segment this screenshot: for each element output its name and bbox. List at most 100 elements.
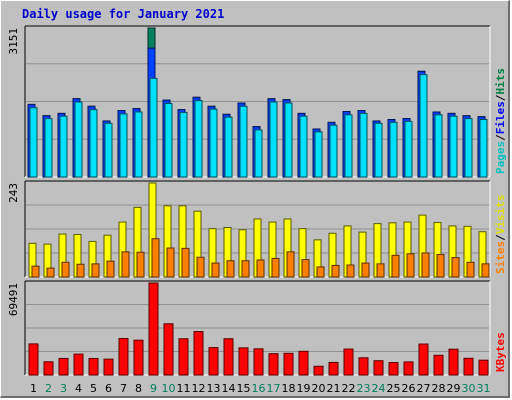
x-tick-label-day-18: 18 [282, 382, 296, 395]
x-tick-label-day-25: 25 [387, 382, 401, 395]
legend-visits: Visits [494, 195, 507, 235]
bar-sites-day-11 [181, 247, 190, 278]
bar-sites-day-30 [466, 261, 475, 278]
bar-pages-day-17 [269, 101, 278, 178]
bar-kbytes-day-19 [298, 350, 309, 376]
bar-pages-day-19 [299, 115, 308, 178]
bar-kbytes-day-27 [418, 343, 429, 376]
x-tick-label-day-5: 5 [90, 382, 97, 395]
x-tick-label-day-3: 3 [60, 382, 67, 395]
bar-kbytes-day-1 [28, 343, 39, 376]
x-tick-label-day-26: 26 [402, 382, 416, 395]
bar-kbytes-day-26 [403, 361, 414, 376]
bar-kbytes-day-2 [43, 361, 54, 376]
bar-sites-day-2 [46, 267, 55, 278]
x-tick-label-day-8: 8 [135, 382, 142, 395]
chart-title: Daily usage for January 2021 [22, 7, 225, 21]
bar-kbytes-day-29 [448, 348, 459, 376]
x-tick-label-day-27: 27 [417, 382, 431, 395]
legend-sites: Sites [494, 241, 507, 274]
bar-pages-day-4 [74, 101, 83, 178]
legend-kbytes: KBytes [494, 332, 507, 372]
bar-kbytes-day-13 [208, 347, 219, 376]
bar-pages-day-24 [374, 122, 383, 178]
bar-pages-day-25 [389, 121, 398, 178]
bar-pages-day-26 [404, 120, 413, 178]
bar-pages-day-5 [89, 109, 98, 178]
legend-pages: Pages [494, 141, 507, 174]
x-tick-label-day-4: 4 [75, 382, 82, 395]
bar-sites-day-5 [91, 263, 100, 278]
bar-kbytes-day-17 [268, 353, 279, 376]
bar-kbytes-day-6 [103, 358, 114, 376]
bar-sites-day-9 [151, 238, 160, 278]
legend-hits: Hits [494, 68, 507, 95]
bar-kbytes-day-20 [313, 365, 324, 376]
bar-sites-day-14 [226, 260, 235, 278]
bar-sites-day-16 [256, 259, 265, 278]
bar-pages-day-12 [194, 100, 203, 178]
bar-sites-day-18 [286, 251, 295, 278]
bar-pages-day-13 [209, 108, 218, 178]
x-tick-label-day-9: 9 [150, 382, 157, 395]
bar-kbytes-day-21 [328, 361, 339, 376]
bar-sites-day-7 [121, 251, 130, 278]
bar-sites-day-13 [211, 262, 220, 278]
bar-pages-day-18 [284, 102, 293, 178]
x-tick-label-day-23: 23 [357, 382, 371, 395]
bar-pages-day-7 [119, 113, 128, 178]
panel-hits-legend: Pages/Files/Hits [494, 68, 507, 174]
x-tick-label-day-28: 28 [432, 382, 446, 395]
legend-separator: / [494, 234, 507, 241]
bar-sites-day-20 [316, 266, 325, 278]
bar-kbytes-day-8 [133, 339, 144, 376]
bar-kbytes-day-7 [118, 337, 129, 376]
bar-pages-day-27 [419, 74, 428, 178]
x-tick-label-day-13: 13 [207, 382, 221, 395]
bar-pages-day-22 [344, 114, 353, 178]
legend-separator: / [494, 134, 507, 141]
bar-kbytes-day-9 [148, 282, 159, 376]
bar-pages-day-11 [179, 111, 188, 178]
bar-pages-day-23 [359, 112, 368, 178]
bar-kbytes-day-24 [373, 360, 384, 376]
bar-pages-day-16 [254, 129, 263, 178]
x-tick-label-day-19: 19 [297, 382, 311, 395]
bar-pages-day-9 [149, 77, 158, 178]
x-tick-label-day-20: 20 [312, 382, 326, 395]
x-tick-label-day-16: 16 [252, 382, 266, 395]
panel-kbytes-legend: KBytes [494, 332, 507, 372]
bar-sites-day-25 [391, 254, 400, 278]
bar-sites-day-3 [61, 261, 70, 278]
x-tick-label-day-30: 30 [462, 382, 476, 395]
bar-sites-day-27 [421, 252, 430, 278]
bar-sites-day-17 [271, 257, 280, 278]
x-tick-label-day-6: 6 [105, 382, 112, 395]
bar-sites-day-22 [346, 264, 355, 278]
bar-sites-day-31 [481, 263, 490, 278]
bar-kbytes-day-25 [388, 362, 399, 376]
bar-sites-day-28 [436, 254, 445, 278]
bar-sites-day-24 [376, 263, 385, 278]
bar-kbytes-day-18 [283, 352, 294, 376]
bar-kbytes-day-10 [163, 323, 174, 376]
x-tick-label-day-31: 31 [477, 382, 491, 395]
bar-pages-day-31 [479, 119, 488, 178]
bar-sites-day-21 [331, 264, 340, 278]
x-tick-label-day-17: 17 [267, 382, 281, 395]
bar-sites-day-8 [136, 251, 145, 278]
bar-kbytes-day-31 [478, 359, 489, 376]
bar-kbytes-day-5 [88, 357, 99, 376]
bar-sites-day-10 [166, 247, 175, 278]
x-tick-label-day-22: 22 [342, 382, 356, 395]
bar-pages-day-29 [449, 115, 458, 178]
bar-pages-day-30 [464, 118, 473, 178]
x-tick-label-day-2: 2 [45, 382, 52, 395]
bar-pages-day-20 [314, 131, 323, 178]
bar-kbytes-day-15 [238, 347, 249, 376]
bar-pages-day-6 [104, 122, 113, 178]
panel-kbytes-max-label: 69491 [7, 283, 20, 316]
x-tick-label-day-10: 10 [162, 382, 176, 395]
bar-pages-day-28 [434, 114, 443, 178]
